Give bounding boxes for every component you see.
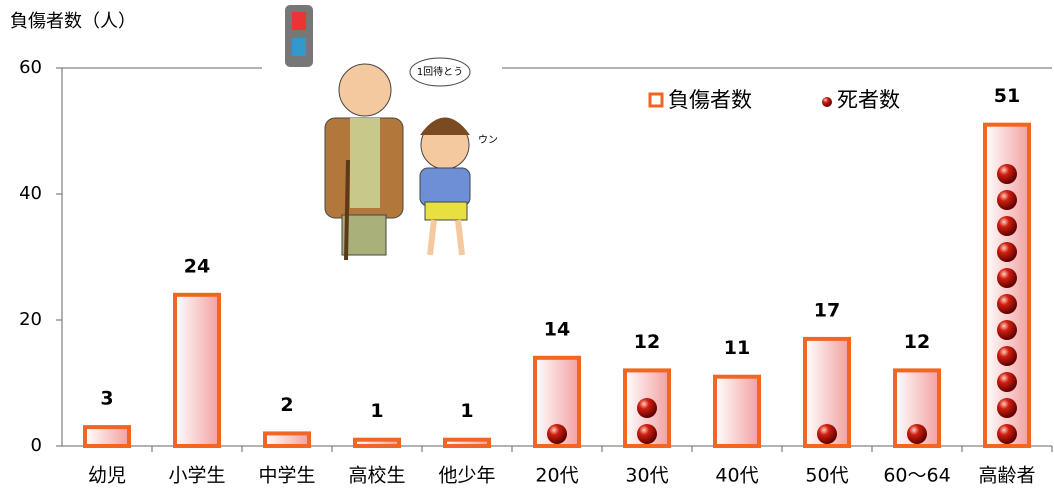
- death-ball: [817, 424, 837, 444]
- value-label: 1: [370, 400, 383, 422]
- speech-text: ウン: [478, 134, 498, 146]
- x-tick-label: 20代: [535, 465, 578, 487]
- speech-text: 1回待とう: [417, 65, 463, 78]
- death-ball: [997, 320, 1017, 340]
- death-ball: [997, 424, 1017, 444]
- value-label: 51: [994, 85, 1020, 107]
- value-label: 2: [280, 394, 293, 416]
- value-label: 3: [100, 388, 113, 410]
- bar: [715, 377, 759, 446]
- x-tick-label: 60～64: [883, 465, 950, 487]
- death-ball: [547, 424, 567, 444]
- value-label: 24: [184, 255, 210, 277]
- legend-swatch: [822, 97, 832, 107]
- y-tick-label: 40: [19, 183, 42, 204]
- death-ball: [907, 424, 927, 444]
- value-label: 12: [634, 331, 660, 353]
- bar: [265, 433, 309, 446]
- death-ball: [997, 216, 1017, 236]
- x-tick-label: 中学生: [258, 465, 315, 487]
- x-tick-label: 小学生: [168, 465, 225, 487]
- bar: [85, 427, 129, 446]
- chart: 負傷者数（人） 1回待とう ウン 0 20 40 60 幼児 3 小学生 24 中学生 2 高校生 1…: [0, 0, 1054, 492]
- x-tick-label: 幼児: [88, 465, 126, 487]
- death-ball: [997, 242, 1017, 262]
- bar: [175, 295, 219, 446]
- value-label: 12: [904, 331, 930, 353]
- bar: [355, 440, 399, 446]
- value-label: 11: [724, 337, 750, 359]
- death-ball: [997, 268, 1017, 288]
- death-ball: [997, 190, 1017, 210]
- value-label: 1: [460, 400, 473, 422]
- death-ball: [997, 294, 1017, 314]
- y-tick-label: 60: [19, 57, 42, 78]
- death-ball: [637, 398, 657, 418]
- value-label: 14: [544, 318, 570, 340]
- death-ball: [997, 372, 1017, 392]
- legend-label: 死者数: [837, 88, 900, 112]
- y-tick-label: 0: [31, 435, 42, 456]
- legend-label: 負傷者数: [668, 88, 752, 112]
- x-tick-label: 30代: [625, 465, 668, 487]
- death-ball: [997, 398, 1017, 418]
- legend-swatch: [650, 94, 662, 106]
- y-axis-label: 負傷者数（人）: [10, 11, 136, 32]
- y-tick-label: 20: [19, 309, 42, 330]
- x-tick-label: 50代: [805, 465, 848, 487]
- x-tick-label: 他少年: [438, 465, 495, 487]
- death-ball: [997, 346, 1017, 366]
- x-tick-label: 高校生: [348, 465, 405, 487]
- x-tick-label: 高齢者: [978, 465, 1035, 487]
- bar: [445, 440, 489, 446]
- value-label: 17: [814, 299, 840, 321]
- death-ball: [997, 164, 1017, 184]
- death-ball: [637, 424, 657, 444]
- illustration: 1回待とう ウン: [262, 5, 502, 280]
- x-tick-label: 40代: [715, 465, 758, 487]
